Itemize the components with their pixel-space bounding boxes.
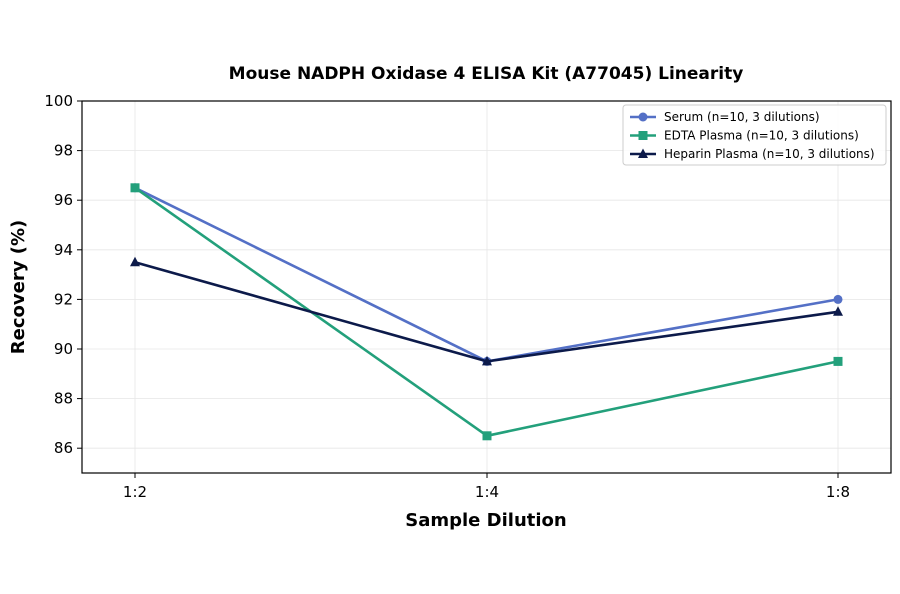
x-tick-label: 1:8 <box>826 483 850 501</box>
legend-marker <box>638 131 648 140</box>
legend-marker <box>638 112 648 122</box>
y-axis-label: Recovery (%) <box>8 220 29 354</box>
y-tick-label: 94 <box>54 241 73 259</box>
y-tick-label: 92 <box>54 290 73 308</box>
data-point-1-0 <box>130 183 140 193</box>
x-tick-label: 1:4 <box>475 483 499 501</box>
series-line-0 <box>134 186 839 363</box>
y-tick-label: 86 <box>54 439 73 457</box>
x-axis-label: Sample Dilution <box>405 510 566 531</box>
data-point-1-2 <box>833 356 843 366</box>
series-layer <box>130 183 843 441</box>
data-point-2-2 <box>833 306 843 316</box>
legend-label: EDTA Plasma (n=10, 3 dilutions) <box>664 129 859 143</box>
legend-label: Serum (n=10, 3 dilutions) <box>664 110 820 124</box>
y-tick-label: 96 <box>54 191 73 209</box>
chart-title: Mouse NADPH Oxidase 4 ELISA Kit (A77045)… <box>229 64 744 84</box>
legend-box <box>622 104 887 166</box>
legend-label: Heparin Plasma (n=10, 3 dilutions) <box>664 147 875 161</box>
series-line-2 <box>134 260 839 363</box>
y-tick-label: 90 <box>54 340 73 358</box>
y-tick-label: 98 <box>54 142 73 160</box>
data-point-0-2 <box>833 294 843 304</box>
legend: Serum (n=10, 3 dilutions) EDTA Plasma (n=… <box>622 104 887 166</box>
x-tick-label: 1:2 <box>123 483 147 501</box>
data-point-2-1 <box>482 355 492 366</box>
legend-marker <box>638 148 648 158</box>
ticks: 86 88 90 92 94 96 98 100 1:2 1:4 1:8 <box>44 92 850 501</box>
y-tick-label: 88 <box>54 390 73 408</box>
y-tick-label: 100 <box>44 92 73 110</box>
data-point-1-1 <box>482 431 492 441</box>
data-point-2-0 <box>130 256 140 267</box>
